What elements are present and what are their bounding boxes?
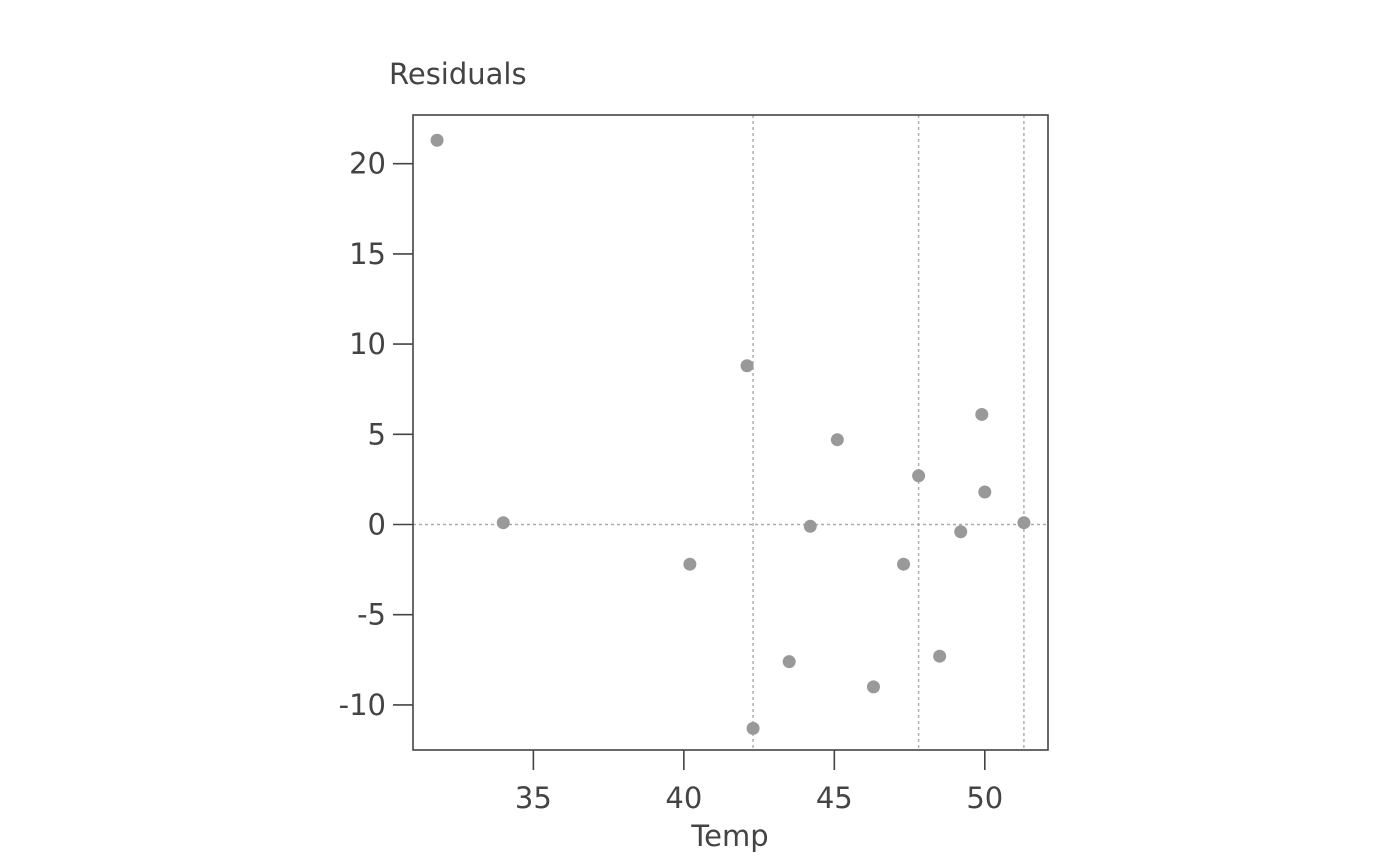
- data-point-7: [830, 433, 844, 447]
- data-point-13: [975, 407, 989, 421]
- y-tick-label: -5: [357, 598, 386, 632]
- y-tick-label: 5: [368, 417, 386, 451]
- data-point-15: [1017, 516, 1031, 530]
- x-tick-label: 35: [515, 781, 552, 815]
- y-tick-label: 20: [349, 147, 386, 181]
- data-point-14: [978, 485, 992, 499]
- y-axis: -10 -5 0 5 10 15 20: [339, 147, 413, 722]
- x-tick-label: 50: [966, 781, 1003, 815]
- y-tick-label: 10: [349, 327, 386, 361]
- plot-frame: [412, 114, 1049, 751]
- data-point-9: [897, 557, 911, 571]
- data-point-10: [912, 469, 926, 483]
- data-point-8: [866, 680, 880, 694]
- x-axis: 35 40 45 50: [515, 750, 1003, 815]
- data-point-3: [740, 359, 754, 373]
- data-point-4: [746, 721, 760, 735]
- x-tick-label: 40: [665, 781, 702, 815]
- data-point-5: [782, 655, 796, 669]
- y-tick-label: -10: [339, 688, 386, 722]
- x-axis-title: Temp: [690, 819, 768, 853]
- data-point-0: [430, 133, 444, 147]
- x-tick-label: 45: [816, 781, 853, 815]
- data-point-12: [954, 525, 968, 539]
- data-points: [430, 133, 1031, 735]
- y-axis-title: Residuals: [389, 57, 527, 91]
- data-point-6: [803, 519, 817, 533]
- data-point-11: [933, 649, 947, 663]
- reference-lines: [413, 115, 1048, 750]
- data-point-1: [496, 516, 510, 530]
- data-point-2: [683, 557, 697, 571]
- y-tick-label: 0: [368, 508, 386, 542]
- y-tick-label: 15: [349, 237, 386, 271]
